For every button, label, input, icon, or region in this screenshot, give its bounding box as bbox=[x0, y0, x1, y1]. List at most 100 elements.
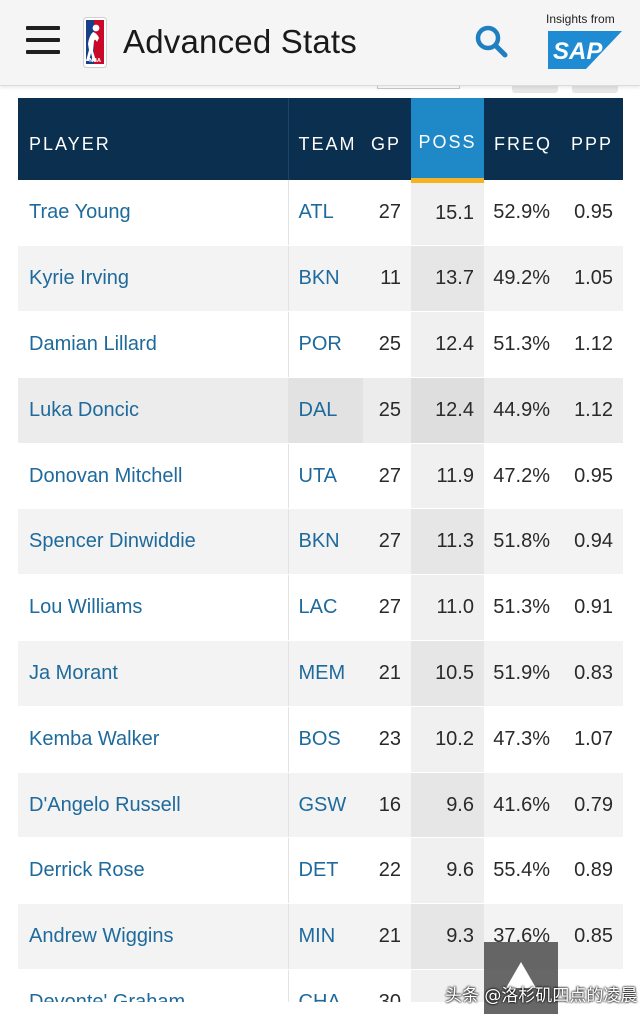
table-row[interactable]: Ja Morant MEM 21 10.5 51.9% 0.83 bbox=[18, 640, 623, 707]
season-select-remnant[interactable] bbox=[377, 86, 460, 89]
cell-player[interactable]: Luka Doncic bbox=[18, 377, 288, 444]
cell-player[interactable]: Trae Young bbox=[18, 180, 288, 247]
cell-team[interactable]: LAC bbox=[287, 574, 363, 642]
svg-text:SAP: SAP bbox=[553, 38, 603, 65]
stats-table: PLAYER TEAM GP POSS FREQ PPP Trae Young A… bbox=[18, 98, 623, 1014]
cell-freq: 51.8% bbox=[484, 508, 560, 576]
cell-team[interactable]: GSW bbox=[287, 772, 363, 839]
cell-poss: 12.4 bbox=[411, 311, 484, 378]
column-header-gp[interactable]: GP bbox=[363, 98, 411, 180]
search-icon[interactable] bbox=[474, 24, 510, 60]
nba-logo[interactable]: NBA bbox=[83, 17, 107, 68]
scroll-to-top-button[interactable] bbox=[484, 942, 558, 1014]
cell-poss: 11.0 bbox=[411, 574, 484, 642]
cell-gp: 21 bbox=[363, 903, 411, 971]
cell-team[interactable]: POR bbox=[287, 311, 363, 378]
cell-poss: 9.6 bbox=[411, 837, 484, 905]
cell-poss: 10.2 bbox=[411, 706, 484, 773]
cell-freq: 51.9% bbox=[484, 640, 560, 707]
cell-player[interactable]: Lou Williams bbox=[18, 574, 288, 642]
watermark-text: 头条 @洛杉矶四点的凌晨 bbox=[445, 986, 638, 1006]
cell-team[interactable]: MEM bbox=[287, 640, 363, 707]
table-row[interactable]: Damian Lillard POR 25 12.4 51.3% 1.12 bbox=[18, 311, 623, 378]
table-header-row: PLAYER TEAM GP POSS FREQ PPP bbox=[18, 98, 623, 183]
cell-ppp: 0.94 bbox=[560, 508, 623, 576]
cell-team[interactable]: DET bbox=[287, 837, 363, 905]
table-row[interactable]: Spencer Dinwiddie BKN 27 11.3 51.8% 0.94 bbox=[18, 508, 623, 576]
page-title: Advanced Stats bbox=[123, 23, 357, 60]
sap-logo: SAP bbox=[548, 31, 622, 69]
cell-gp: 25 bbox=[363, 377, 411, 444]
table-row[interactable]: Derrick Rose DET 22 9.6 55.4% 0.89 bbox=[18, 837, 623, 905]
table-row[interactable]: Donovan Mitchell UTA 27 11.9 47.2% 0.95 bbox=[18, 443, 623, 510]
table-row[interactable]: Lou Williams LAC 27 11.0 51.3% 0.91 bbox=[18, 574, 623, 642]
cell-ppp: 1.12 bbox=[560, 377, 623, 444]
cell-freq: 49.2% bbox=[484, 245, 560, 313]
cell-gp: 27 bbox=[363, 443, 411, 510]
cell-ppp: 0.83 bbox=[560, 640, 623, 707]
cell-player[interactable]: Derrick Rose bbox=[18, 837, 288, 905]
cell-team[interactable]: BKN bbox=[287, 245, 363, 313]
cell-ppp: 0.89 bbox=[560, 837, 623, 905]
table-row[interactable]: Kemba Walker BOS 23 10.2 47.3% 1.07 bbox=[18, 706, 623, 773]
cell-gp: 21 bbox=[363, 640, 411, 707]
cell-team[interactable]: DAL bbox=[287, 377, 363, 444]
cell-poss: 13.7 bbox=[411, 245, 484, 313]
cell-player[interactable]: Kemba Walker bbox=[18, 706, 288, 773]
cell-ppp: 1.05 bbox=[560, 245, 623, 313]
app-header: NBA Advanced Stats Insights from SAP bbox=[0, 0, 640, 86]
cell-ppp: 0.85 bbox=[560, 903, 623, 971]
cell-team[interactable]: ATL bbox=[287, 180, 363, 247]
table-row[interactable]: D'Angelo Russell GSW 16 9.6 41.6% 0.79 bbox=[18, 772, 623, 839]
cell-team[interactable]: BOS bbox=[287, 706, 363, 773]
cell-team[interactable]: UTA bbox=[287, 443, 363, 510]
cell-player[interactable]: Andrew Wiggins bbox=[18, 903, 288, 971]
cell-poss: 9.3 bbox=[411, 903, 484, 971]
cell-player[interactable]: Donovan Mitchell bbox=[18, 443, 288, 510]
cell-freq: 41.6% bbox=[484, 772, 560, 839]
cell-gp: 27 bbox=[363, 508, 411, 576]
cell-gp: 25 bbox=[363, 311, 411, 378]
table-row[interactable]: Trae Young ATL 27 15.1 52.9% 0.95 bbox=[18, 180, 623, 247]
svg-text:NBA: NBA bbox=[89, 58, 101, 64]
cell-freq: 47.3% bbox=[484, 706, 560, 773]
cell-team[interactable]: BKN bbox=[287, 508, 363, 576]
cell-team[interactable]: MIN bbox=[287, 903, 363, 971]
cell-player[interactable]: Spencer Dinwiddie bbox=[18, 508, 288, 576]
table-body: Trae Young ATL 27 15.1 52.9% 0.95 Kyrie Irving… bbox=[18, 180, 623, 1014]
cell-poss: 10.5 bbox=[411, 640, 484, 707]
table-row[interactable]: Andrew Wiggins MIN 21 9.3 37.6% 0.85 bbox=[18, 903, 623, 971]
column-header-ppp[interactable]: PPP bbox=[560, 98, 623, 180]
filter-button-remnant[interactable] bbox=[512, 86, 558, 93]
cell-gp: 27 bbox=[363, 574, 411, 642]
column-header-player[interactable]: PLAYER bbox=[18, 98, 288, 180]
column-header-team[interactable]: TEAM bbox=[287, 98, 363, 180]
cell-player[interactable]: Kyrie Irving bbox=[18, 245, 288, 313]
cell-freq: 52.9% bbox=[484, 180, 560, 247]
column-header-freq[interactable]: FREQ bbox=[484, 98, 560, 180]
cell-poss: 9.6 bbox=[411, 772, 484, 839]
table-row[interactable]: Kyrie Irving BKN 11 13.7 49.2% 1.05 bbox=[18, 245, 623, 313]
cell-freq: 51.3% bbox=[484, 574, 560, 642]
hamburger-menu-icon[interactable] bbox=[26, 26, 60, 54]
cell-player[interactable]: Damian Lillard bbox=[18, 311, 288, 378]
filter-bar-remnant bbox=[0, 86, 640, 98]
filter-button-remnant[interactable] bbox=[572, 86, 618, 93]
sponsor-caption: Insights from bbox=[546, 12, 615, 26]
cell-poss: 11.9 bbox=[411, 443, 484, 510]
cell-gp: 16 bbox=[363, 772, 411, 839]
cell-gp: 23 bbox=[363, 706, 411, 773]
cell-freq: 47.2% bbox=[484, 443, 560, 510]
cell-ppp: 1.07 bbox=[560, 706, 623, 773]
cell-poss: 12.4 bbox=[411, 377, 484, 444]
cell-player[interactable]: Ja Morant bbox=[18, 640, 288, 707]
cell-gp: 11 bbox=[363, 245, 411, 313]
cell-player[interactable]: D'Angelo Russell bbox=[18, 772, 288, 839]
cell-gp: 27 bbox=[363, 180, 411, 247]
column-header-poss-sorted[interactable]: POSS bbox=[411, 98, 484, 183]
cell-ppp: 1.12 bbox=[560, 311, 623, 378]
cell-ppp: 0.95 bbox=[560, 443, 623, 510]
cell-ppp: 0.91 bbox=[560, 574, 623, 642]
table-row[interactable]: Luka Doncic DAL 25 12.4 44.9% 1.12 bbox=[18, 377, 623, 444]
sponsor-badge[interactable]: Insights from SAP bbox=[546, 12, 626, 72]
